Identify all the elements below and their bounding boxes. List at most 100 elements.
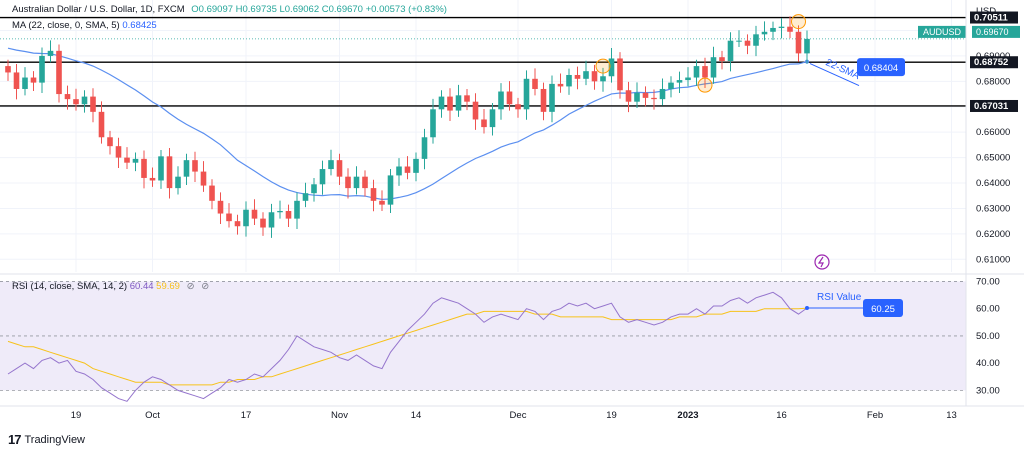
ohlc-values: O0.69097 H0.69735 L0.69062 C0.69670 +0.0…: [191, 4, 447, 15]
candle-body: [234, 221, 241, 227]
candle-body: [370, 188, 377, 201]
candle-body: [744, 40, 751, 46]
chart-frame: [0, 0, 1024, 407]
candle-body: [73, 99, 79, 105]
symbol-header[interactable]: Australian Dollar / U.S. Dollar, 1D, FXC…: [12, 4, 447, 15]
candle-body: [736, 40, 742, 42]
candle-body: [761, 31, 768, 35]
level-badge-text: 0.68752: [974, 57, 1008, 68]
event-bolt-icon: [817, 256, 824, 268]
candle-body: [557, 83, 564, 87]
candle-body: [710, 57, 717, 78]
price-axis[interactable]: USD 0.61000 0.62000 0.63000 0.64000 0.65000 0.…: [918, 6, 1020, 265]
candle-body: [464, 95, 470, 102]
candle-body: [583, 71, 589, 79]
candle-body: [166, 156, 173, 189]
candle-body: [685, 77, 691, 81]
ma-value: 0.68425: [122, 20, 157, 31]
level-badge-text: 0.70511: [974, 13, 1009, 24]
candle-body: [13, 72, 20, 89]
candle-body: [668, 82, 674, 89]
tradingview-brand[interactable]: 17 TradingView: [8, 432, 85, 447]
candle-body: [39, 55, 45, 83]
candle-body: [600, 76, 606, 82]
ma-path: [7, 47, 808, 201]
rsi-axis[interactable]: 30.00 40.00 50.00 60.00 70.00: [976, 276, 1000, 396]
symbol-badge-text: AUDUSD: [923, 27, 962, 37]
price-tick-label: 0.62000: [976, 229, 1010, 240]
time-tick-label: 19: [606, 410, 617, 421]
rsi-value-badge: [863, 299, 903, 317]
symbol-badge: [918, 25, 966, 38]
candle-body: [727, 40, 734, 62]
level-badge: [970, 99, 1018, 112]
candle-body: [141, 158, 147, 178]
candle-body: [107, 137, 113, 147]
time-tick-label: 16: [776, 410, 787, 421]
brand-name: TradingView: [24, 433, 86, 446]
rsi-legend[interactable]: RSI (14, close, SMA, 14, 2) 60.44 59.69 …: [12, 281, 211, 292]
candle-body: [90, 96, 96, 112]
candle-body: [362, 176, 368, 189]
level-badge: [970, 11, 1018, 24]
time-tick-label: 19: [71, 410, 82, 421]
candle-body: [787, 26, 793, 32]
ma-label: MA (22, close, 0, SMA, 5): [12, 20, 120, 31]
candle-body: [753, 34, 759, 46]
candle-body: [302, 193, 309, 201]
candle-body: [540, 88, 547, 112]
candle-body: [379, 200, 385, 205]
candle-body: [345, 176, 351, 189]
candle-body: [574, 74, 581, 79]
candle-body: [22, 77, 28, 89]
candle-body: [311, 184, 317, 194]
candle-body: [659, 88, 666, 100]
candle-body: [481, 119, 487, 128]
candle-body: [277, 210, 283, 213]
rsi-visibility-icons[interactable]: ⊘ ⊘: [186, 281, 212, 292]
rsi-value-text: 60.25: [871, 304, 895, 315]
candle-body: [209, 185, 215, 201]
candle-body: [795, 31, 802, 54]
candle-body: [438, 96, 445, 110]
candle-body: [268, 212, 275, 228]
candle-body: [319, 169, 326, 185]
candle-body: [523, 78, 530, 110]
candle-body: [217, 200, 224, 214]
candle-body: [625, 90, 632, 102]
candle-body: [30, 77, 37, 83]
candle-body: [328, 160, 334, 170]
candle-body: [702, 66, 708, 78]
candle-body: [506, 91, 513, 105]
rsi-label: RSI (14, close, SMA, 14, 2): [12, 281, 128, 292]
candle-body: [175, 176, 181, 189]
candle-body: [447, 96, 453, 111]
candle-body: [634, 92, 640, 102]
candle-body: [353, 176, 360, 189]
last-price-badge: [972, 25, 1020, 38]
price-tick-label: 0.64000: [976, 178, 1010, 189]
candle-body: [693, 66, 700, 78]
level-badge-text: 0.67031: [974, 101, 1009, 112]
time-tick-label: Oct: [145, 410, 160, 421]
rsi-tick-label: 60.00: [976, 304, 1000, 315]
time-tick-label: Feb: [867, 410, 883, 421]
ma-legend[interactable]: MA (22, close, 0, SMA, 5) 0.68425: [12, 20, 157, 31]
price-grid: [0, 0, 966, 272]
time-tick-label: 14: [411, 410, 422, 421]
ma-line: [7, 47, 809, 201]
level-badge: [970, 56, 1018, 69]
annotations: 22-SMA 0.68404: [809, 57, 905, 270]
symbol-title: Australian Dollar / U.S. Dollar, 1D, FXC…: [12, 4, 185, 15]
tradingview-logo-icon: 17: [8, 432, 22, 447]
highlight-markers: [595, 14, 806, 93]
rsi-tick-label: 50.00: [976, 331, 1000, 342]
candle-body: [532, 78, 538, 89]
candle-body: [455, 95, 462, 111]
candle-body: [200, 171, 207, 186]
rsi-tick-label: 30.00: [976, 385, 1000, 396]
candle-body: [98, 111, 105, 138]
candle-body: [56, 50, 62, 95]
time-axis[interactable]: 19 Oct 17 Nov 14 Dec 19 2023 16 Feb 13: [71, 410, 957, 421]
